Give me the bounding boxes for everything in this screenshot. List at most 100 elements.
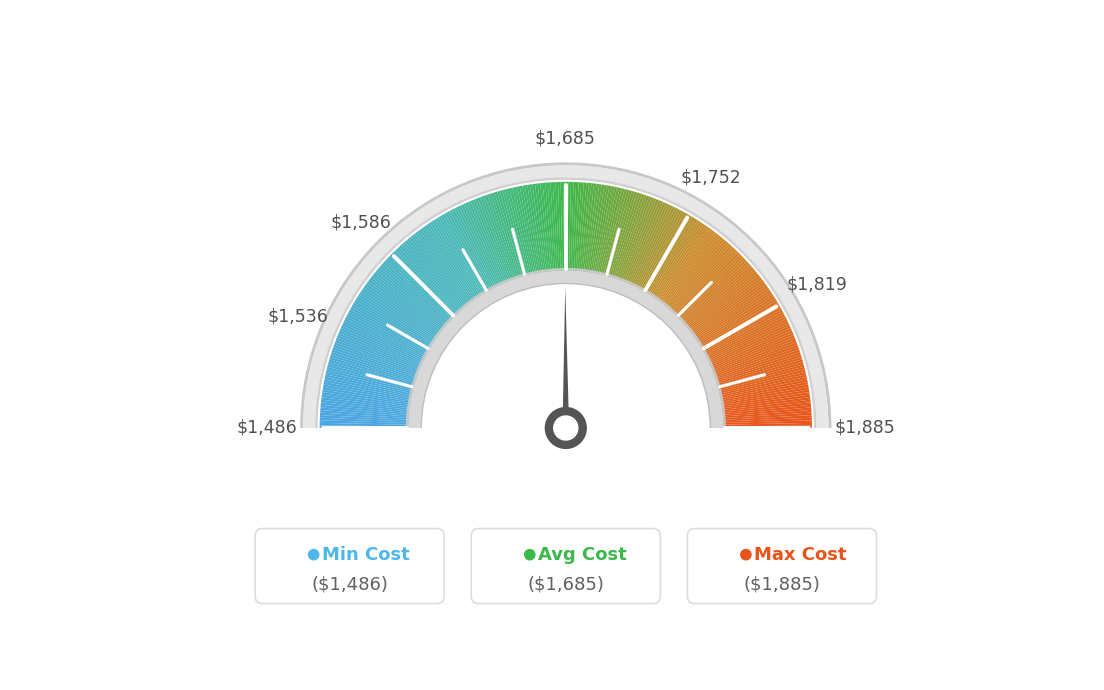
Polygon shape bbox=[563, 287, 569, 428]
Wedge shape bbox=[634, 206, 676, 288]
Wedge shape bbox=[567, 182, 571, 272]
Wedge shape bbox=[432, 220, 482, 297]
Wedge shape bbox=[336, 339, 421, 373]
Wedge shape bbox=[697, 294, 774, 344]
Wedge shape bbox=[436, 217, 485, 295]
Wedge shape bbox=[507, 188, 530, 277]
Wedge shape bbox=[464, 203, 502, 286]
Wedge shape bbox=[611, 193, 639, 279]
Wedge shape bbox=[575, 182, 584, 273]
Wedge shape bbox=[551, 182, 558, 273]
Text: $1,685: $1,685 bbox=[534, 129, 595, 148]
Wedge shape bbox=[716, 362, 804, 388]
Wedge shape bbox=[637, 208, 680, 290]
Wedge shape bbox=[454, 208, 497, 289]
Wedge shape bbox=[327, 367, 415, 391]
Wedge shape bbox=[561, 182, 564, 272]
Wedge shape bbox=[660, 232, 716, 305]
Wedge shape bbox=[722, 417, 811, 423]
Wedge shape bbox=[394, 250, 458, 317]
Wedge shape bbox=[538, 184, 550, 273]
Wedge shape bbox=[680, 259, 747, 322]
Wedge shape bbox=[348, 312, 428, 355]
Wedge shape bbox=[351, 305, 431, 351]
Text: $1,819: $1,819 bbox=[787, 275, 848, 293]
Wedge shape bbox=[323, 382, 413, 400]
Wedge shape bbox=[329, 357, 416, 384]
Wedge shape bbox=[698, 296, 775, 346]
Wedge shape bbox=[558, 182, 563, 272]
Wedge shape bbox=[350, 307, 429, 353]
Wedge shape bbox=[721, 405, 811, 415]
Wedge shape bbox=[374, 271, 446, 330]
Wedge shape bbox=[497, 191, 523, 278]
Wedge shape bbox=[669, 244, 731, 312]
Wedge shape bbox=[458, 206, 499, 288]
Wedge shape bbox=[671, 247, 734, 314]
Wedge shape bbox=[702, 307, 782, 353]
Wedge shape bbox=[411, 235, 469, 306]
Wedge shape bbox=[721, 395, 810, 408]
Wedge shape bbox=[715, 359, 803, 386]
Wedge shape bbox=[420, 229, 474, 303]
Wedge shape bbox=[514, 187, 535, 275]
Wedge shape bbox=[719, 382, 808, 400]
Wedge shape bbox=[606, 190, 631, 277]
Wedge shape bbox=[722, 423, 811, 426]
Wedge shape bbox=[413, 233, 470, 306]
Wedge shape bbox=[367, 282, 440, 336]
Wedge shape bbox=[622, 198, 657, 283]
Wedge shape bbox=[321, 395, 411, 408]
Wedge shape bbox=[321, 400, 411, 412]
Wedge shape bbox=[355, 298, 433, 347]
Wedge shape bbox=[543, 183, 553, 273]
Wedge shape bbox=[655, 226, 709, 301]
Wedge shape bbox=[545, 183, 554, 273]
Wedge shape bbox=[434, 219, 484, 296]
Wedge shape bbox=[720, 392, 809, 407]
Wedge shape bbox=[602, 188, 625, 277]
Wedge shape bbox=[346, 316, 427, 359]
Wedge shape bbox=[574, 182, 581, 273]
Wedge shape bbox=[342, 323, 425, 363]
Wedge shape bbox=[720, 387, 809, 404]
Wedge shape bbox=[425, 224, 478, 300]
Wedge shape bbox=[565, 182, 569, 272]
Wedge shape bbox=[701, 305, 781, 351]
Wedge shape bbox=[548, 182, 556, 273]
Wedge shape bbox=[443, 214, 489, 293]
Wedge shape bbox=[591, 185, 607, 274]
Wedge shape bbox=[582, 184, 594, 273]
Wedge shape bbox=[371, 275, 444, 333]
Wedge shape bbox=[357, 296, 434, 346]
Wedge shape bbox=[383, 262, 450, 324]
Wedge shape bbox=[408, 270, 723, 428]
Wedge shape bbox=[386, 257, 453, 321]
Text: Max Cost: Max Cost bbox=[754, 546, 847, 564]
Wedge shape bbox=[716, 364, 804, 389]
Wedge shape bbox=[595, 186, 615, 275]
Wedge shape bbox=[692, 284, 766, 337]
Wedge shape bbox=[614, 194, 645, 280]
Wedge shape bbox=[320, 420, 410, 425]
Wedge shape bbox=[628, 202, 666, 286]
Wedge shape bbox=[395, 248, 459, 315]
Wedge shape bbox=[339, 331, 423, 368]
Wedge shape bbox=[721, 402, 810, 413]
FancyBboxPatch shape bbox=[471, 529, 660, 604]
Wedge shape bbox=[502, 190, 527, 277]
Wedge shape bbox=[624, 199, 659, 284]
Wedge shape bbox=[704, 316, 786, 359]
Circle shape bbox=[524, 549, 534, 560]
Wedge shape bbox=[638, 210, 682, 290]
Wedge shape bbox=[587, 184, 602, 273]
Wedge shape bbox=[707, 323, 789, 363]
Wedge shape bbox=[608, 191, 635, 278]
Wedge shape bbox=[320, 410, 410, 418]
Wedge shape bbox=[528, 184, 543, 274]
Wedge shape bbox=[620, 197, 654, 282]
Wedge shape bbox=[662, 235, 721, 306]
Wedge shape bbox=[596, 187, 617, 275]
Wedge shape bbox=[710, 333, 794, 369]
Wedge shape bbox=[721, 407, 811, 417]
